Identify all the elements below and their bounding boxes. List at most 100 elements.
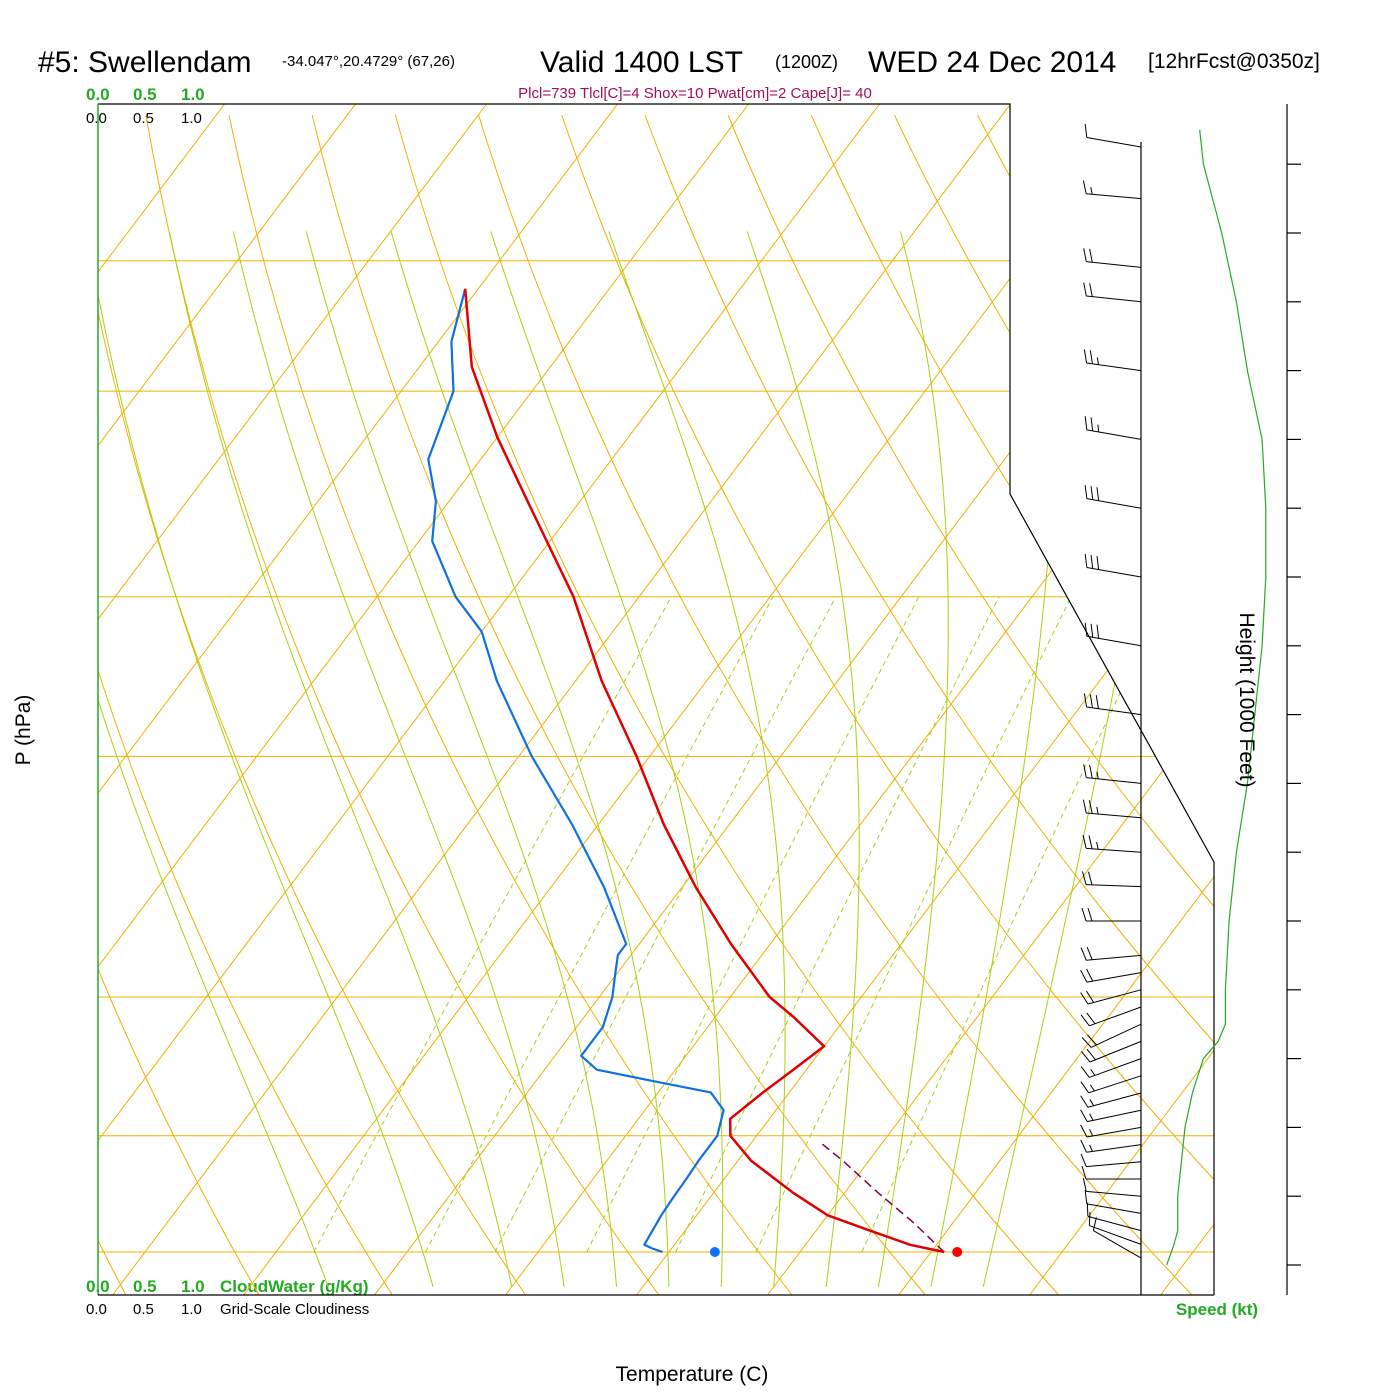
station-coords: -34.047°,20.4729° (67,26) — [282, 53, 455, 70]
wind-barb — [1083, 349, 1142, 372]
utc-time: (1200Z) — [775, 52, 838, 72]
wind-barb-shaft — [1086, 954, 1142, 961]
wind-barb-flag — [1080, 1124, 1088, 1138]
wind-barb-flag — [1087, 1034, 1097, 1046]
wind-barb-flag — [1080, 1081, 1090, 1094]
dry-adiabat-line — [893, 114, 1214, 1295]
y-axis-label: P (hPa) — [12, 695, 35, 766]
wind-barb-flag — [1086, 1048, 1096, 1061]
forecast-info: [12hrFcst@0350z] — [1148, 50, 1320, 73]
background-grid — [98, 104, 1400, 1295]
wind-barb-shaft — [1086, 498, 1142, 509]
wind-barb-flag — [1090, 554, 1094, 569]
wind-barb-shaft — [1086, 706, 1142, 716]
wind-barb — [1082, 835, 1142, 853]
wind-barb-flag — [1084, 416, 1088, 430]
wind-barb-flag — [1082, 835, 1087, 849]
wind-barb-flag — [1086, 946, 1093, 960]
parcel-line — [821, 1143, 945, 1253]
wind-barb-flag — [1080, 992, 1089, 1005]
wind-barb-flag — [1083, 282, 1087, 297]
wind-barb-half-flag — [1096, 806, 1099, 815]
wind-barb — [1083, 693, 1142, 716]
wind-barb-half-flag — [1090, 1069, 1096, 1076]
wind-barb-flag — [1080, 947, 1087, 961]
moist-adiabat-line — [982, 231, 1184, 1288]
mixing-ratio-line — [586, 596, 920, 1253]
wind-speed-line — [1166, 129, 1267, 1266]
wind-barb-half-flag — [1089, 1084, 1095, 1092]
mixing-ratio-line — [861, 596, 1167, 1253]
mixing-ratio-line — [755, 596, 1072, 1253]
stability-indices: Plcl=739 Tlcl[C]=4 Shox=10 Pwat[cm]=2 Ca… — [518, 85, 872, 102]
wind-barb-flag — [1082, 871, 1087, 885]
wind-barb-shaft — [1086, 972, 1142, 983]
wind-barb-shaft — [1087, 1092, 1142, 1108]
wind-barb-half-flag — [1089, 1129, 1094, 1137]
wind-barb — [1086, 1202, 1142, 1232]
wind-barb-shaft — [1087, 1109, 1142, 1123]
surface-temperature-dot — [952, 1247, 963, 1257]
x-axis-label: Temperature (C) — [616, 1363, 769, 1386]
wind-barb — [1084, 123, 1142, 148]
wind-barb-half-flag — [1089, 1099, 1095, 1106]
valid-time: Valid 1400 LST — [540, 46, 743, 79]
wind-barb-flag — [1081, 1165, 1087, 1180]
wind-barb-shaft — [1086, 884, 1142, 888]
dry-adiabat-line — [727, 114, 1214, 1295]
wind-barb — [1082, 799, 1142, 819]
wind-barb-flag — [1080, 1066, 1090, 1078]
wind-barb-flag — [1084, 123, 1088, 138]
wind-barb — [1084, 1190, 1142, 1214]
wind-barb-flag — [1089, 764, 1093, 779]
isotherm-line — [98, 104, 356, 1295]
moist-adiabat-line — [930, 231, 1058, 1287]
wind-barb-flag — [1095, 695, 1099, 709]
cloud-scale-top-green-2: 1.0 — [181, 85, 205, 104]
dry-adiabat-line — [478, 114, 1193, 1295]
cloud-scale-top-black-1: 0.5 — [133, 110, 154, 127]
dry-adiabat-line — [1393, 115, 1400, 1295]
wind-barb — [1080, 1124, 1142, 1138]
wind-barb-shaft — [1086, 193, 1142, 200]
wind-barb — [1080, 1109, 1142, 1123]
wind-barb-flag — [1084, 622, 1088, 637]
wind-barb-flag — [1088, 1211, 1091, 1226]
cloud-scale-bottom-black-0: 0.0 — [86, 1301, 107, 1318]
wind-barb-flag — [1081, 1037, 1092, 1048]
wind-barb — [1084, 416, 1142, 440]
dry-adiabat-line — [561, 114, 1214, 1295]
cloud-scale-top-green-1: 0.5 — [133, 85, 157, 104]
height-axis-label: Height (1000 Feet) — [1235, 612, 1258, 787]
moist-adiabat-line — [98, 231, 434, 1288]
wind-barb — [1081, 907, 1141, 922]
wind-barb-flag — [1088, 800, 1093, 814]
wind-barb-shaft — [1086, 635, 1142, 647]
dry-adiabat-line — [394, 114, 1060, 1295]
wind-barb-flag — [1080, 1014, 1090, 1027]
wind-barb — [1080, 968, 1142, 983]
wind-barb — [1081, 1023, 1142, 1048]
wind-barb-flag — [1082, 799, 1087, 814]
wind-barb — [1080, 946, 1142, 961]
wind-barb-shaft — [1086, 1203, 1142, 1214]
wind-barb-half-flag — [1089, 1113, 1094, 1121]
wind-barb — [1083, 764, 1142, 784]
wind-barb-flag — [1090, 417, 1094, 431]
wind-barb-half-flag — [1090, 187, 1093, 195]
wind-barb — [1080, 989, 1142, 1005]
cloud-scale-top-black-0: 0.0 — [86, 110, 107, 127]
wind-barb-shaft — [1086, 295, 1142, 303]
axes — [1286, 104, 1301, 1295]
wind-barb-flag — [1080, 1153, 1087, 1167]
wind-barb — [1081, 1165, 1141, 1180]
wind-barb-flag — [1096, 487, 1100, 501]
wind-barb — [1082, 871, 1142, 888]
wind-barb-shaft — [1088, 1075, 1142, 1094]
moist-adiabat-line — [490, 231, 724, 1287]
wind-barb-flag — [1086, 990, 1095, 1003]
isotherm-line — [1160, 104, 1214, 1295]
wind-barb — [1092, 1217, 1142, 1259]
wind-barb-half-flag — [1096, 841, 1099, 850]
